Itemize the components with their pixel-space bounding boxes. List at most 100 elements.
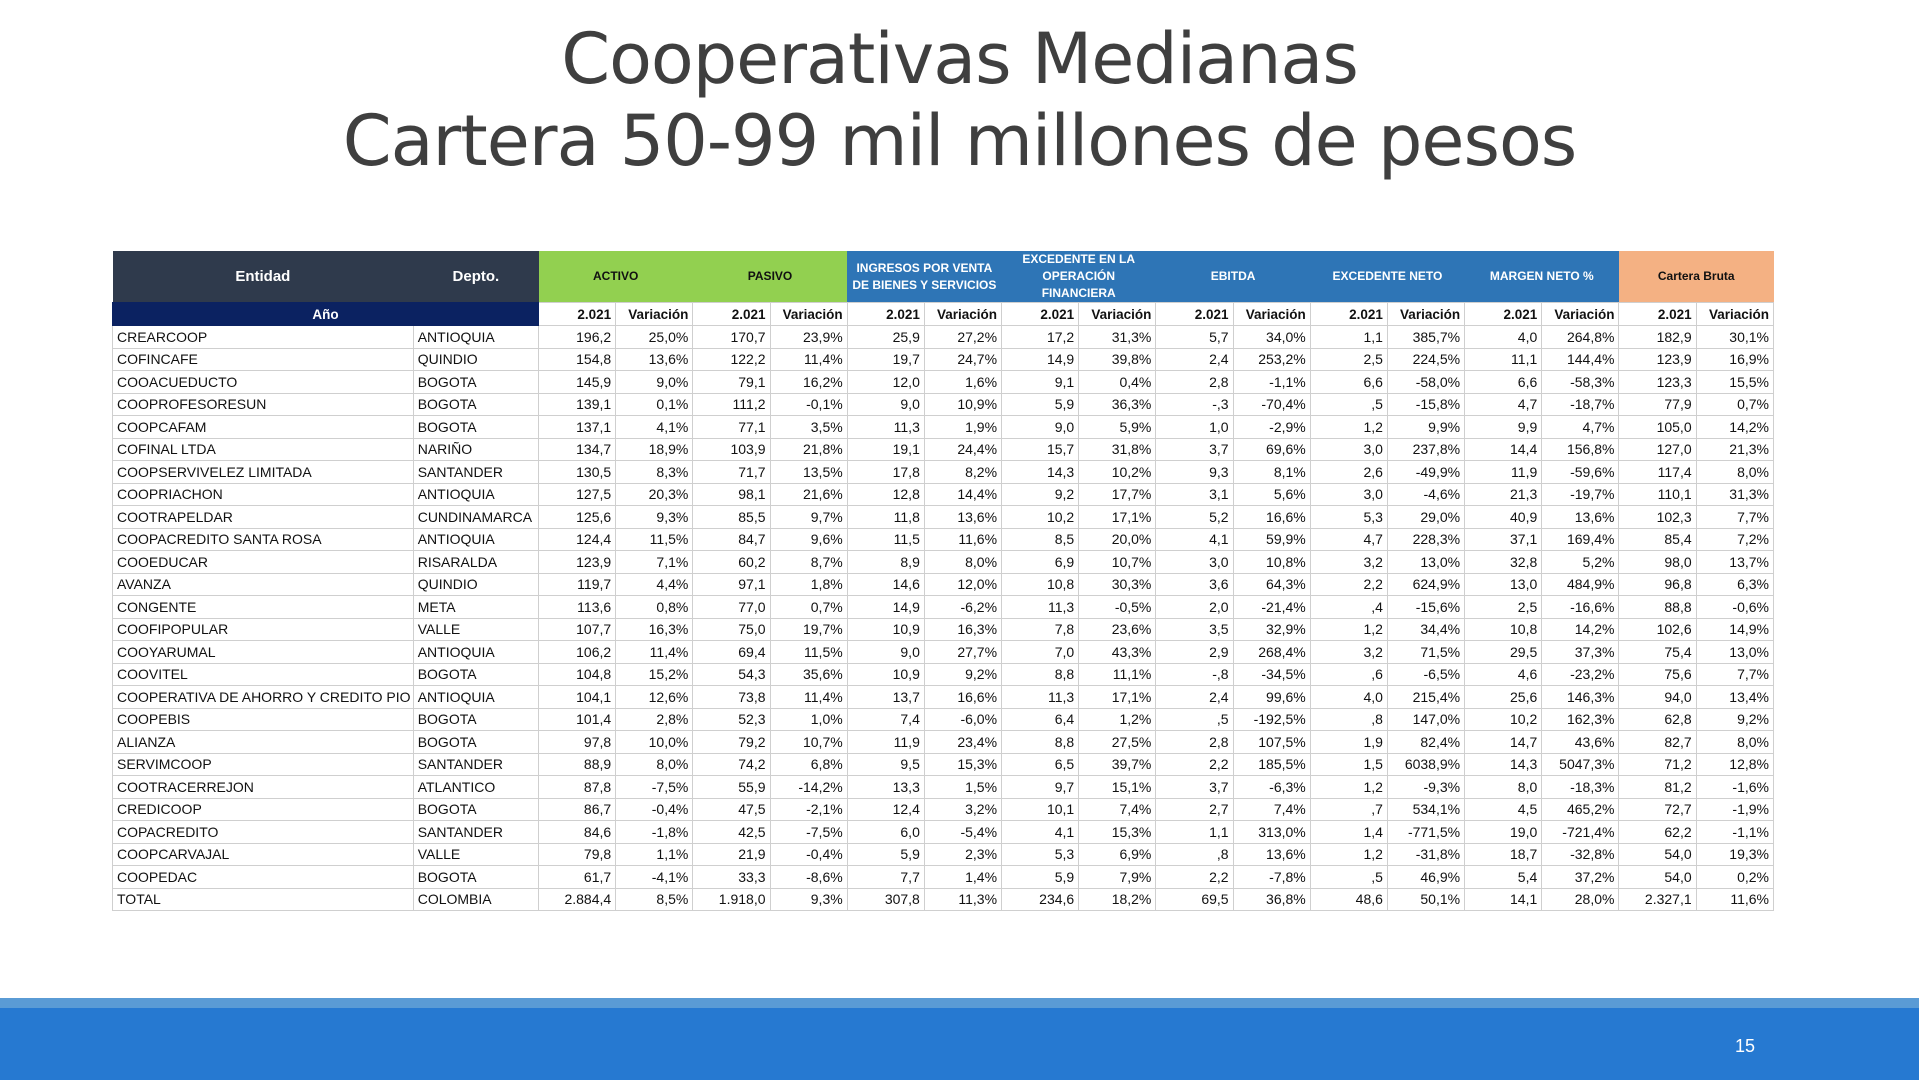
cell-value: 75,6 (1618, 662, 1697, 686)
cell-variacion: -14,2% (769, 775, 848, 799)
cell-value: ,8 (1155, 842, 1234, 866)
cell-variacion: -8,6% (769, 865, 848, 889)
cell-variacion: 15,3% (1078, 820, 1157, 844)
cell-value: 9,0 (846, 640, 925, 664)
cell-variacion: 1,4% (923, 865, 1003, 889)
cell-value: 7,0 (1001, 640, 1080, 664)
cell-variacion: -0,4% (769, 842, 848, 866)
cell-variacion: 224,5% (1386, 347, 1466, 371)
cell-depto: COLOMBIA (412, 887, 540, 911)
table-row: COOPERATIVA DE AHORRO Y CREDITO PIO XII A… (112, 685, 1775, 709)
cell-variacion: 146,3% (1541, 685, 1620, 709)
cell-depto: META (412, 595, 540, 619)
cell-variacion: -15,8% (1386, 392, 1466, 416)
cell-value: 9,7 (1001, 775, 1080, 799)
cell-entidad: COOPROFESORESUN (112, 392, 414, 416)
cell-value: 10,2 (1001, 505, 1080, 529)
cell-variacion: 30,3% (1078, 572, 1157, 596)
header-activo: ACTIVO (538, 251, 693, 303)
cell-variacion: 0,7% (769, 595, 848, 619)
cell-variacion: -58,0% (1386, 370, 1466, 394)
cell-variacion: -19,7% (1541, 482, 1620, 506)
cell-value: 81,2 (1618, 775, 1697, 799)
cell-variacion: 4,1% (615, 415, 694, 439)
table-row: COOPEDAC BOGOTA 61,7 -4,1% 33,3 -8,6% 7,7 1,4% 5… (112, 865, 1775, 889)
cell-value: 2,8 (1155, 730, 1234, 754)
cell-variacion: -15,6% (1386, 595, 1466, 619)
cell-variacion: -1,8% (615, 820, 694, 844)
cell-value: 1,2 (1309, 415, 1388, 439)
cell-variacion: 264,8% (1541, 325, 1620, 349)
cell-value: ,5 (1309, 865, 1388, 889)
table-row: COOTRACERREJON ATLANTICO 87,8 -7,5% 55,9 -14,… (112, 775, 1775, 799)
subheader-year: 2.021 (692, 302, 771, 326)
cell-variacion: 59,9% (1232, 527, 1311, 551)
cell-variacion: 34,4% (1386, 617, 1466, 641)
cell-variacion: -0,6% (1695, 595, 1775, 619)
cell-value: 33,3 (692, 865, 771, 889)
cell-value: 84,6 (537, 820, 617, 844)
cell-variacion: 2,8% (615, 707, 694, 731)
cell-entidad: SERVIMCOOP (112, 752, 414, 776)
cell-entidad: COOPCAFAM (112, 415, 414, 439)
subheader-year: 2.021 (537, 302, 617, 326)
cell-variacion: 16,3% (923, 617, 1003, 641)
cell-value: 77,9 (1618, 392, 1697, 416)
cell-value: 105,0 (1618, 415, 1697, 439)
cell-value: 3,0 (1309, 482, 1388, 506)
cell-variacion: 13,0% (1386, 550, 1466, 574)
cell-variacion: 11,4% (769, 347, 848, 371)
cell-value: 307,8 (846, 887, 925, 911)
cell-value: 11,3 (846, 415, 925, 439)
subheader-year: 2.021 (1001, 302, 1080, 326)
cell-variacion: 6038,9% (1386, 752, 1466, 776)
cell-value: 19,1 (846, 437, 925, 461)
cell-value: 2.327,1 (1618, 887, 1697, 911)
cell-variacion: 9,3% (615, 505, 694, 529)
cell-variacion: 9,6% (769, 527, 848, 551)
cell-value: 1,1 (1309, 325, 1388, 349)
table-row: COOEDUCAR RISARALDA 123,9 7,1% 60,2 8,7% 8,9 8,… (112, 550, 1775, 574)
cell-variacion: -1,1% (1695, 820, 1775, 844)
header-ebitda: EBITDA (1155, 251, 1311, 303)
header-margen-neto: MARGEN NETO % (1464, 251, 1619, 303)
cell-value: 145,9 (537, 370, 617, 394)
cell-value: 29,5 (1464, 640, 1543, 664)
cell-value: 73,8 (692, 685, 771, 709)
cell-value: 10,1 (1001, 797, 1080, 821)
cell-value: 15,7 (1001, 437, 1080, 461)
cell-variacion: 23,9% (769, 325, 848, 349)
cell-variacion: 12,0% (923, 572, 1003, 596)
cell-entidad: COOPEDAC (112, 865, 414, 889)
cell-entidad: COOTRACERREJON (112, 775, 414, 799)
cell-value: 6,6 (1309, 370, 1388, 394)
table-row: COOPCAFAM BOGOTA 137,1 4,1% 77,1 3,5% 11,3 1,9%… (112, 415, 1775, 439)
cell-variacion: 534,1% (1386, 797, 1466, 821)
cell-variacion: 13,4% (1695, 685, 1775, 709)
cell-depto: NARIÑO (412, 437, 540, 461)
cell-variacion: -6,0% (923, 707, 1003, 731)
cell-value: 2,7 (1155, 797, 1234, 821)
table-row: CREARCOOP ANTIOQUIA 196,2 25,0% 170,7 23,9% 25… (112, 325, 1775, 349)
cell-value: 4,0 (1309, 685, 1388, 709)
subheader-year: 2.021 (846, 302, 925, 326)
cell-value: 9,3 (1155, 460, 1234, 484)
title-line-2: Cartera 50-99 mil millones de pesos (342, 100, 1578, 182)
table-row: COOPACREDITO SANTA ROSA ANTIOQUIA 124,4 11,… (112, 527, 1775, 551)
cell-value: 10,9 (846, 662, 925, 686)
cell-value: 3,2 (1309, 640, 1388, 664)
footer-accent-bar (0, 998, 1919, 1008)
cell-variacion: 15,5% (1695, 370, 1775, 394)
cell-value: 4,7 (1464, 392, 1543, 416)
cell-value: 5,4 (1464, 865, 1543, 889)
cell-variacion: 10,2% (1078, 460, 1157, 484)
cell-value: ,7 (1309, 797, 1388, 821)
cell-value: 2,2 (1309, 572, 1388, 596)
cell-variacion: 5,2% (1541, 550, 1620, 574)
cell-variacion: -58,3% (1541, 370, 1620, 394)
cell-variacion: 9,7% (769, 505, 848, 529)
cell-value: 123,3 (1618, 370, 1697, 394)
cell-depto: BOGOTA (412, 707, 540, 731)
cell-value: ,5 (1155, 707, 1234, 731)
cell-variacion: 13,7% (1695, 550, 1775, 574)
